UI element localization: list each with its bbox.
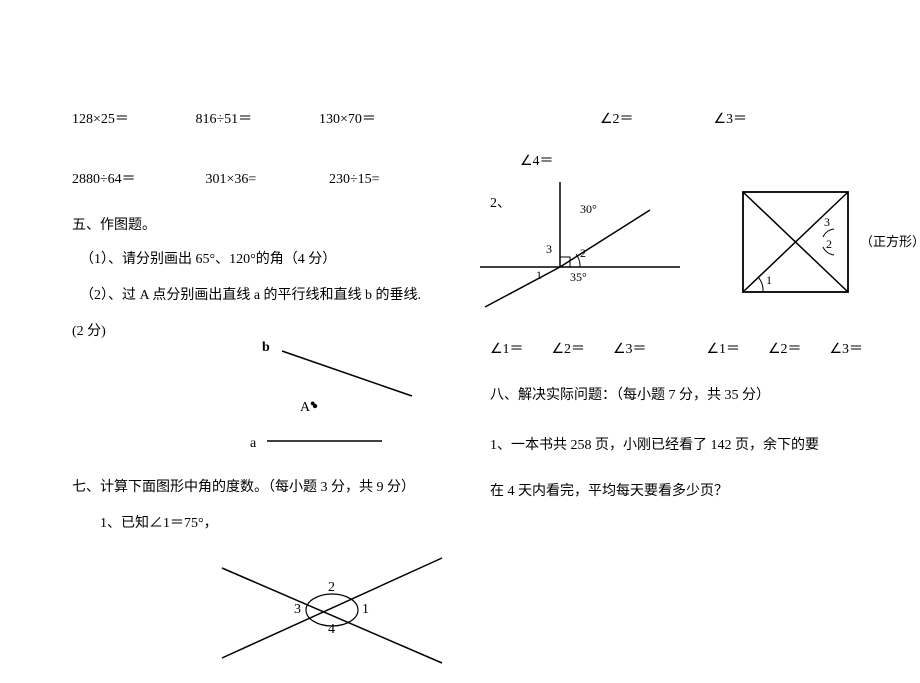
ansB-2: ∠2＝ [768,338,826,358]
eq-1c: 130×70＝ [319,108,439,128]
section-5-title: 五、作图题。 [72,214,472,234]
right-column: ∠2＝ ∠3＝ ∠4＝ 2、 [490,108,910,516]
fig-num-2: 2 [328,580,335,596]
top-angle-row-2: ∠4＝ [490,150,910,170]
section-5-item-2: （2）、过 A 点分别画出直线 a 的平行线和直线 b 的垂线. [72,284,472,304]
angle-2-blank: ∠2＝ [600,108,710,128]
section-8-title: 八、解决实际问题：（每小题 7 分，共 35 分） [490,384,910,404]
top-angle-row-1: ∠2＝ ∠3＝ [490,108,910,128]
fig-num-3: 3 [294,602,301,618]
angle-4-blank: ∠4＝ [520,154,554,169]
fig-num-4: 4 [328,622,335,638]
eq-2a: 2880÷64＝ [72,168,202,188]
figure-intersecting-lines: 2 3 1 4 [202,548,602,678]
drawing-construct: b A ● a [72,356,472,466]
figA-2: 2 [580,246,586,261]
eq-2c: 230÷15= [329,172,449,188]
sq-1: 1 [766,273,772,288]
ansA-3: ∠3＝ [613,338,703,358]
label-a-line: a [250,436,256,452]
sq-2: 2 [826,237,832,252]
angle-3-blank: ∠3＝ [714,108,794,128]
equation-row-1: 128×25＝ 816÷51＝ 130×70＝ [72,108,472,128]
section-5-item-1: （1）、请分别画出 65°、120°的角（4 分） [72,248,472,268]
eq-2b: 301×36= [206,172,326,188]
left-column: 128×25＝ 816÷51＝ 130×70＝ 2880÷64＝ 301×36=… [72,108,472,678]
figure-square: 3 2 1 （正方形） [738,187,858,307]
section-7-item-1: 1、已知∠1＝75°， [72,512,472,532]
answers-row: ∠1＝ ∠2＝ ∠3＝ ∠1＝ ∠2＝ ∠3＝ [490,338,910,358]
ansA-1: ∠1＝ [490,338,548,358]
page: 128×25＝ 816÷51＝ 130×70＝ 2880÷64＝ 301×36=… [0,0,920,651]
fig-num-1: 1 [362,602,369,618]
ansA-2: ∠2＝ [552,338,610,358]
figA-3: 3 [546,242,552,257]
ansB-1: ∠1＝ [707,338,765,358]
section-7-title: 七、计算下面图形中角的度数。（每小题 3 分，共 9 分） [72,476,472,496]
label-b: b [262,340,270,356]
figure-rays: 30° 3 2 35° 1 [480,182,700,317]
sq-3: 3 [824,215,830,230]
figures-row: 2、 30° 3 2 [490,192,910,332]
ansB-3: ∠3＝ [830,338,880,358]
square-label: （正方形） [860,231,920,250]
figA-30: 30° [580,202,597,217]
eq-1a: 128×25＝ [72,108,192,128]
eq-1b: 816÷51＝ [196,108,316,128]
label-a-point: A [300,400,310,416]
equation-row-2: 2880÷64＝ 301×36= 230÷15= [72,168,472,188]
section-8-q1b: 在 4 天内看完，平均每天要看多少页？ [490,480,910,500]
figA-35: 35° [570,270,587,285]
section-8-q1a: 1、一本书共 258 页，小刚已经看了 142 页，余下的要 [490,434,910,454]
figA-1: 1 [536,268,542,283]
